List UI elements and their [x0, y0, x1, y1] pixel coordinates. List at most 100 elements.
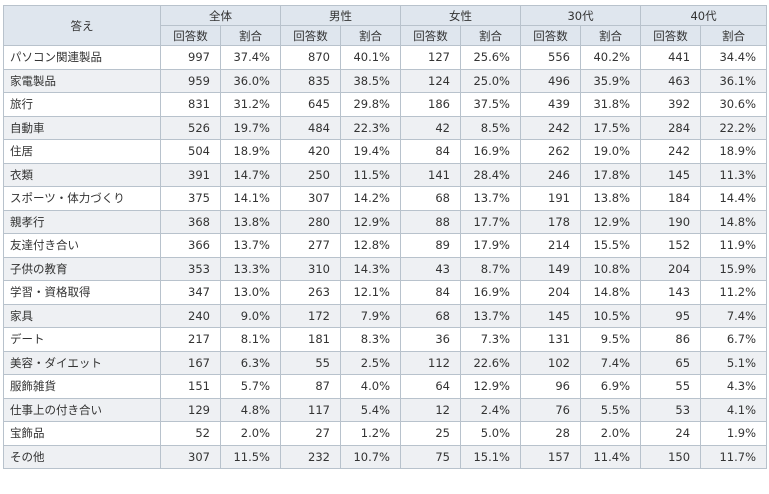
ratio-cell: 16.9%: [460, 280, 521, 305]
count-cell: 280: [280, 209, 341, 234]
count-cell: 186: [400, 92, 461, 117]
ratio-cell: 11.2%: [700, 280, 768, 305]
ratio-cell: 12.9%: [460, 374, 521, 399]
ratio-cell: 7.9%: [340, 303, 401, 328]
ratio-cell: 22.3%: [340, 115, 401, 140]
table-row: デート 217 8.1% 181 8.3% 36 7.3% 131 9.5% 86 6.7%: [3, 327, 768, 352]
count-cell: 310: [280, 256, 341, 281]
count-cell: 149: [520, 256, 581, 281]
ratio-cell: 12.8%: [340, 233, 401, 258]
ratio-cell: 1.2%: [340, 421, 401, 446]
ratio-cell: 36.1%: [700, 68, 768, 93]
count-header: 回答数: [520, 25, 581, 46]
ratio-cell: 16.9%: [460, 139, 521, 164]
ratio-cell: 5.1%: [700, 350, 768, 375]
count-cell: 366: [160, 233, 221, 258]
ratio-cell: 40.1%: [340, 45, 401, 70]
ratio-cell: 4.3%: [700, 374, 768, 399]
count-cell: 391: [160, 162, 221, 187]
answer-column-header: 答え: [3, 5, 161, 46]
count-cell: 68: [400, 186, 461, 211]
answer-cell: 衣類: [3, 162, 161, 187]
count-cell: 441: [640, 45, 702, 70]
ratio-cell: 37.5%: [460, 92, 521, 117]
count-cell: 835: [280, 68, 341, 93]
count-cell: 184: [640, 186, 702, 211]
count-cell: 157: [520, 444, 581, 469]
answer-cell: 旅行: [3, 92, 161, 117]
count-cell: 246: [520, 162, 581, 187]
count-cell: 307: [280, 186, 341, 211]
ratio-cell: 1.9%: [700, 421, 768, 446]
ratio-cell: 12.1%: [340, 280, 401, 305]
ratio-cell: 8.5%: [460, 115, 521, 140]
answer-cell: 家電製品: [3, 68, 161, 93]
ratio-cell: 19.0%: [579, 139, 642, 164]
header-sub-row: 回答数 割合 回答数 割合 回答数 割合 回答数 割合 回答数 割合: [4, 25, 768, 46]
table-row: 仕事上の付き合い 129 4.8% 117 5.4% 12 2.4% 76 5.5% 53 4.1%: [3, 397, 768, 422]
count-cell: 145: [640, 162, 702, 187]
count-cell: 242: [520, 115, 581, 140]
count-cell: 145: [520, 303, 581, 328]
answer-cell: スポーツ・体力づくり: [3, 186, 161, 211]
count-cell: 117: [280, 397, 341, 422]
ratio-cell: 38.5%: [340, 68, 401, 93]
answer-cell: 美容・ダイエット: [3, 350, 161, 375]
count-cell: 150: [640, 444, 702, 469]
ratio-cell: 11.9%: [700, 233, 768, 258]
ratio-cell: 13.8%: [579, 186, 642, 211]
ratio-cell: 17.7%: [460, 209, 521, 234]
ratio-cell: 6.7%: [700, 327, 768, 352]
count-cell: 96: [520, 374, 581, 399]
count-cell: 172: [280, 303, 341, 328]
count-cell: 64: [400, 374, 461, 399]
count-cell: 353: [160, 256, 221, 281]
ratio-cell: 34.4%: [700, 45, 768, 70]
ratio-cell: 13.7%: [220, 233, 281, 258]
count-cell: 75: [400, 444, 461, 469]
count-cell: 263: [280, 280, 341, 305]
ratio-cell: 2.0%: [579, 421, 642, 446]
table-row: 住居 504 18.9% 420 19.4% 84 16.9% 262 19.0% 242 18.9…: [3, 139, 768, 164]
group-header-female: 女性: [400, 5, 521, 26]
count-cell: 392: [640, 92, 702, 117]
count-cell: 831: [160, 92, 221, 117]
ratio-cell: 8.3%: [340, 327, 401, 352]
answer-cell: 子供の教育: [3, 256, 161, 281]
count-cell: 526: [160, 115, 221, 140]
ratio-header: 割合: [460, 25, 521, 46]
ratio-cell: 14.7%: [220, 162, 281, 187]
table-row: 友達付き合い 366 13.7% 277 12.8% 89 17.9% 214 15.5% 152…: [3, 233, 768, 258]
count-cell: 95: [640, 303, 702, 328]
answer-cell: 服飾雑貨: [3, 374, 161, 399]
ratio-cell: 6.3%: [220, 350, 281, 375]
count-cell: 131: [520, 327, 581, 352]
table-row: 美容・ダイエット 167 6.3% 55 2.5% 112 22.6% 102 7.4% 65 5.…: [3, 350, 768, 375]
count-cell: 102: [520, 350, 581, 375]
count-cell: 645: [280, 92, 341, 117]
count-cell: 27: [280, 421, 341, 446]
count-cell: 55: [280, 350, 341, 375]
count-cell: 129: [160, 397, 221, 422]
ratio-cell: 13.7%: [460, 186, 521, 211]
count-header: 回答数: [160, 25, 221, 46]
ratio-cell: 29.8%: [340, 92, 401, 117]
ratio-cell: 8.1%: [220, 327, 281, 352]
ratio-cell: 25.0%: [460, 68, 521, 93]
count-cell: 368: [160, 209, 221, 234]
table-row: 服飾雑貨 151 5.7% 87 4.0% 64 12.9% 96 6.9% 55 4.3%: [3, 374, 768, 399]
ratio-cell: 2.4%: [460, 397, 521, 422]
ratio-cell: 6.9%: [579, 374, 642, 399]
ratio-cell: 5.4%: [340, 397, 401, 422]
count-cell: 214: [520, 233, 581, 258]
count-cell: 84: [400, 139, 461, 164]
count-cell: 68: [400, 303, 461, 328]
ratio-cell: 14.4%: [700, 186, 768, 211]
count-cell: 439: [520, 92, 581, 117]
survey-results-table: 答え 全体 男性 女性 30代 40代 回答数 割合 回答数 割合 回答数 割合…: [3, 5, 768, 469]
count-cell: 204: [640, 256, 702, 281]
ratio-cell: 14.8%: [700, 209, 768, 234]
ratio-cell: 11.7%: [700, 444, 768, 469]
table-body: パソコン関連製品 997 37.4% 870 40.1% 127 25.6% 556 40.2%…: [3, 45, 768, 469]
ratio-cell: 7.3%: [460, 327, 521, 352]
